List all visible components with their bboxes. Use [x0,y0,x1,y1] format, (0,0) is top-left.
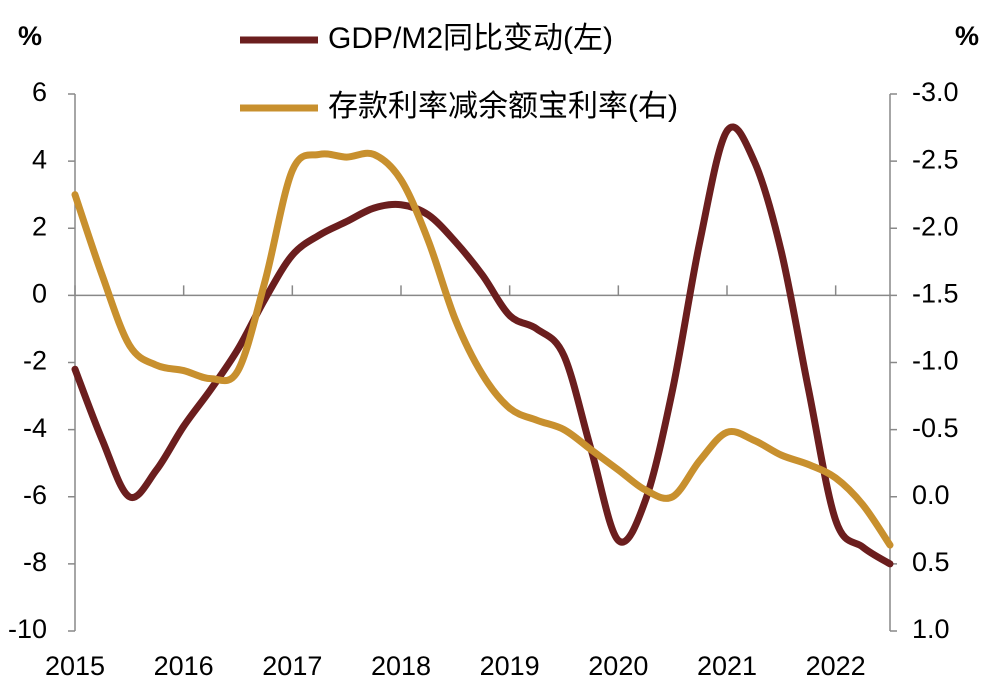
x-tick-label: 2015 [45,651,105,681]
y2-tick-label: -1.5 [912,279,959,309]
x-tick-label: 2016 [154,651,214,681]
y2-tick-label: -2.5 [912,144,959,174]
y2-tick-label: -0.5 [912,413,959,443]
y-tick-label: -8 [23,547,47,577]
series-line [71,123,894,568]
x-tick-label: 2017 [262,651,322,681]
y-tick-label: 2 [32,211,47,241]
y-unit-right: % [955,21,979,51]
y-tick-label: 6 [32,77,47,107]
y-tick-label: -6 [23,480,47,510]
legend-text: 存款利率减余额宝利率(右) [328,90,678,123]
x-tick-label: 2020 [588,651,648,681]
y-tick-label: 0 [32,279,47,309]
y-tick-label: -4 [23,413,47,443]
legend-text: GDP/M2同比变动(左) [328,22,613,55]
y-unit-left: % [18,21,42,51]
x-tick-label: 2019 [480,651,540,681]
y2-tick-label: 0.5 [912,547,950,577]
y2-tick-label: -3.0 [912,77,959,107]
series-line [71,149,894,549]
y-tick-label: -10 [8,614,47,644]
x-tick-label: 2021 [697,651,757,681]
x-tick-label: 2022 [806,651,866,681]
y-tick-label: 4 [32,144,47,174]
y2-tick-label: -1.0 [912,346,959,376]
x-tick-label: 2018 [371,651,431,681]
y2-tick-label: -2.0 [912,211,959,241]
y-tick-label: -2 [23,346,47,376]
y2-tick-label: 1.0 [912,614,950,644]
y2-tick-label: 0.0 [912,480,950,510]
